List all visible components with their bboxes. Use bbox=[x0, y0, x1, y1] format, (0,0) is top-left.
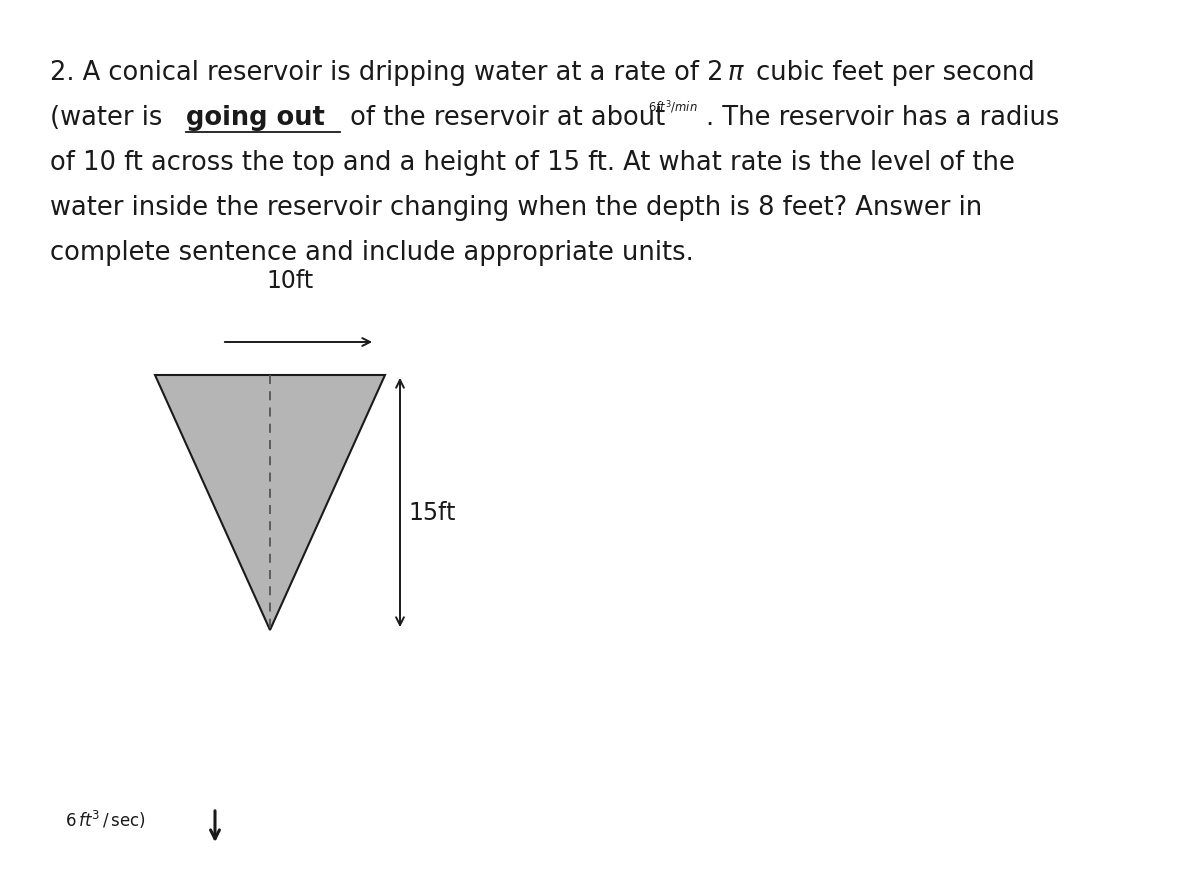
Text: . The reservoir has a radius: . The reservoir has a radius bbox=[706, 105, 1060, 131]
Text: cubic feet per second: cubic feet per second bbox=[748, 60, 1034, 86]
Text: 2. A conical reservoir is dripping water at a rate of 2: 2. A conical reservoir is dripping water… bbox=[50, 60, 724, 86]
Text: of the reservoir at about: of the reservoir at about bbox=[342, 105, 673, 131]
Text: going out: going out bbox=[186, 105, 325, 131]
Text: complete sentence and include appropriate units.: complete sentence and include appropriat… bbox=[50, 240, 694, 266]
Text: $^{6ft^3/min}$: $^{6ft^3/min}$ bbox=[648, 103, 697, 121]
Text: π: π bbox=[728, 60, 744, 86]
Text: water inside the reservoir changing when the depth is 8 feet? Answer in: water inside the reservoir changing when… bbox=[50, 195, 983, 221]
Polygon shape bbox=[155, 375, 385, 630]
Text: $6\,ft^3\,/\,\mathrm{sec})$: $6\,ft^3\,/\,\mathrm{sec})$ bbox=[65, 809, 146, 831]
Text: 10ft: 10ft bbox=[266, 269, 313, 293]
Text: (water is: (water is bbox=[50, 105, 170, 131]
Text: 15ft: 15ft bbox=[408, 501, 456, 525]
Text: of 10 ft across the top and a height of 15 ft. At what rate is the level of the: of 10 ft across the top and a height of … bbox=[50, 150, 1015, 176]
